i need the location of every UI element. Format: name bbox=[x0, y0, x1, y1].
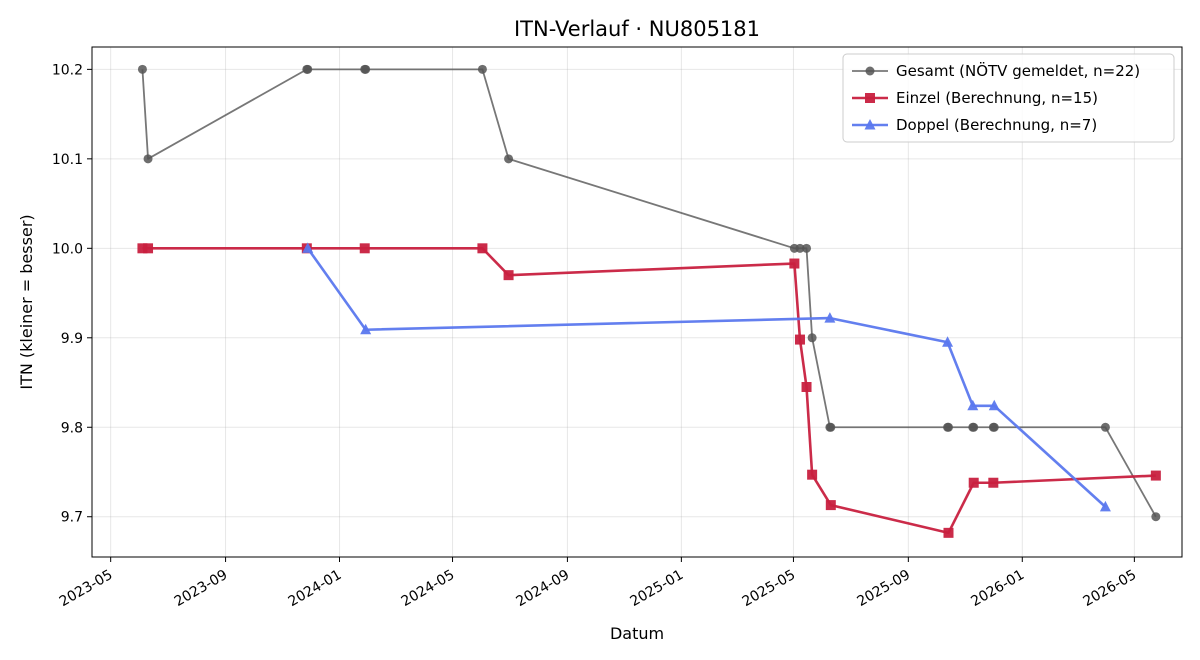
data-point bbox=[504, 154, 514, 164]
data-point bbox=[302, 242, 314, 253]
y-axis: 9.7 9.8 9.9 10.0 10.1 10.2 bbox=[52, 62, 92, 526]
legend-label: Gesamt (NÖTV gemeldet, n=22) bbox=[896, 61, 1140, 80]
data-point bbox=[1150, 470, 1161, 481]
y-tick-label: 9.9 bbox=[61, 331, 83, 347]
series-triangle bbox=[302, 242, 1111, 512]
data-point bbox=[503, 270, 514, 281]
legend-marker bbox=[864, 119, 876, 130]
data-point bbox=[969, 422, 979, 432]
y-tick-label: 10.1 bbox=[52, 152, 83, 168]
legend-box bbox=[842, 53, 1175, 143]
legend-entry: Einzel (Berechnung, n=15) bbox=[852, 89, 1098, 107]
data-point bbox=[789, 258, 800, 269]
legend-label: Doppel (Berechnung, n=7) bbox=[896, 116, 1097, 134]
data-point bbox=[794, 334, 805, 345]
y-tick-label: 10.2 bbox=[52, 62, 83, 78]
data-point bbox=[807, 333, 817, 343]
data-point bbox=[943, 422, 953, 432]
data-point bbox=[989, 422, 999, 432]
data-point bbox=[967, 399, 979, 411]
data-point bbox=[359, 243, 370, 254]
data-point bbox=[477, 64, 487, 74]
series-layer bbox=[137, 64, 1161, 538]
data-point bbox=[942, 336, 954, 347]
legend: Gesamt (NÖTV gemeldet, n=22) Einzel (Bere… bbox=[842, 53, 1175, 143]
data-point bbox=[143, 243, 154, 254]
series-line bbox=[141, 68, 1157, 518]
y-axis-label: ITN (kleiner = besser) bbox=[17, 214, 36, 389]
y-tick-label: 9.7 bbox=[61, 510, 83, 526]
y-tick-label: 10.0 bbox=[52, 241, 83, 257]
data-point bbox=[143, 154, 153, 164]
data-point bbox=[137, 243, 148, 254]
series-square bbox=[137, 243, 1161, 538]
legend-entry: Gesamt (NÖTV gemeldet, n=22) bbox=[852, 61, 1140, 80]
data-point bbox=[825, 500, 836, 511]
chart-title: ITN-Verlauf · NU805181 bbox=[514, 17, 760, 41]
data-point bbox=[826, 422, 836, 432]
plot-frame bbox=[91, 46, 1183, 558]
series-circle bbox=[137, 64, 1161, 522]
data-point bbox=[943, 527, 954, 538]
data-point bbox=[988, 399, 1000, 411]
data-point bbox=[303, 64, 313, 74]
data-point bbox=[795, 243, 805, 253]
data-point bbox=[361, 64, 371, 74]
y-tick-label: 9.8 bbox=[61, 420, 83, 436]
data-point bbox=[988, 477, 999, 488]
legend-marker bbox=[865, 93, 875, 103]
data-point bbox=[1099, 500, 1111, 512]
data-point bbox=[824, 312, 836, 323]
legend-marker bbox=[865, 66, 875, 76]
data-point bbox=[801, 382, 812, 392]
data-point bbox=[477, 243, 488, 254]
legend-label: Einzel (Berechnung, n=15) bbox=[896, 89, 1098, 107]
data-point bbox=[807, 469, 818, 480]
data-point bbox=[137, 64, 147, 74]
data-point bbox=[360, 323, 372, 335]
legend-entry: Doppel (Berechnung, n=7) bbox=[852, 116, 1097, 134]
data-point bbox=[1151, 512, 1161, 522]
x-axis-label: Datum bbox=[610, 624, 664, 643]
data-point bbox=[802, 243, 812, 253]
data-point bbox=[968, 477, 979, 488]
data-point bbox=[1100, 422, 1110, 432]
